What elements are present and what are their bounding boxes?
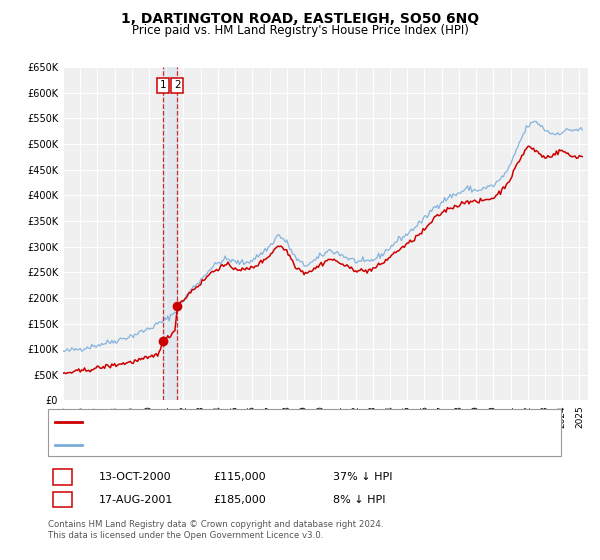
Text: Contains HM Land Registry data © Crown copyright and database right 2024.
This d: Contains HM Land Registry data © Crown c…: [48, 520, 383, 540]
Text: 1, DARTINGTON ROAD, EASTLEIGH, SO50 6NQ (detached house): 1, DARTINGTON ROAD, EASTLEIGH, SO50 6NQ …: [84, 417, 404, 427]
Text: 8% ↓ HPI: 8% ↓ HPI: [333, 494, 386, 505]
Text: 2: 2: [174, 80, 181, 90]
Text: 13-OCT-2000: 13-OCT-2000: [99, 472, 172, 482]
Text: Price paid vs. HM Land Registry's House Price Index (HPI): Price paid vs. HM Land Registry's House …: [131, 24, 469, 36]
Bar: [163, 67, 177, 400]
Text: 2: 2: [59, 494, 66, 505]
Text: £115,000: £115,000: [213, 472, 266, 482]
Text: HPI: Average price, detached house, Eastleigh: HPI: Average price, detached house, East…: [84, 440, 314, 450]
Text: 1: 1: [160, 80, 166, 90]
Text: 1, DARTINGTON ROAD, EASTLEIGH, SO50 6NQ: 1, DARTINGTON ROAD, EASTLEIGH, SO50 6NQ: [121, 12, 479, 26]
Text: 17-AUG-2001: 17-AUG-2001: [99, 494, 173, 505]
Text: £185,000: £185,000: [213, 494, 266, 505]
Text: 1: 1: [59, 472, 66, 482]
Text: 37% ↓ HPI: 37% ↓ HPI: [333, 472, 392, 482]
